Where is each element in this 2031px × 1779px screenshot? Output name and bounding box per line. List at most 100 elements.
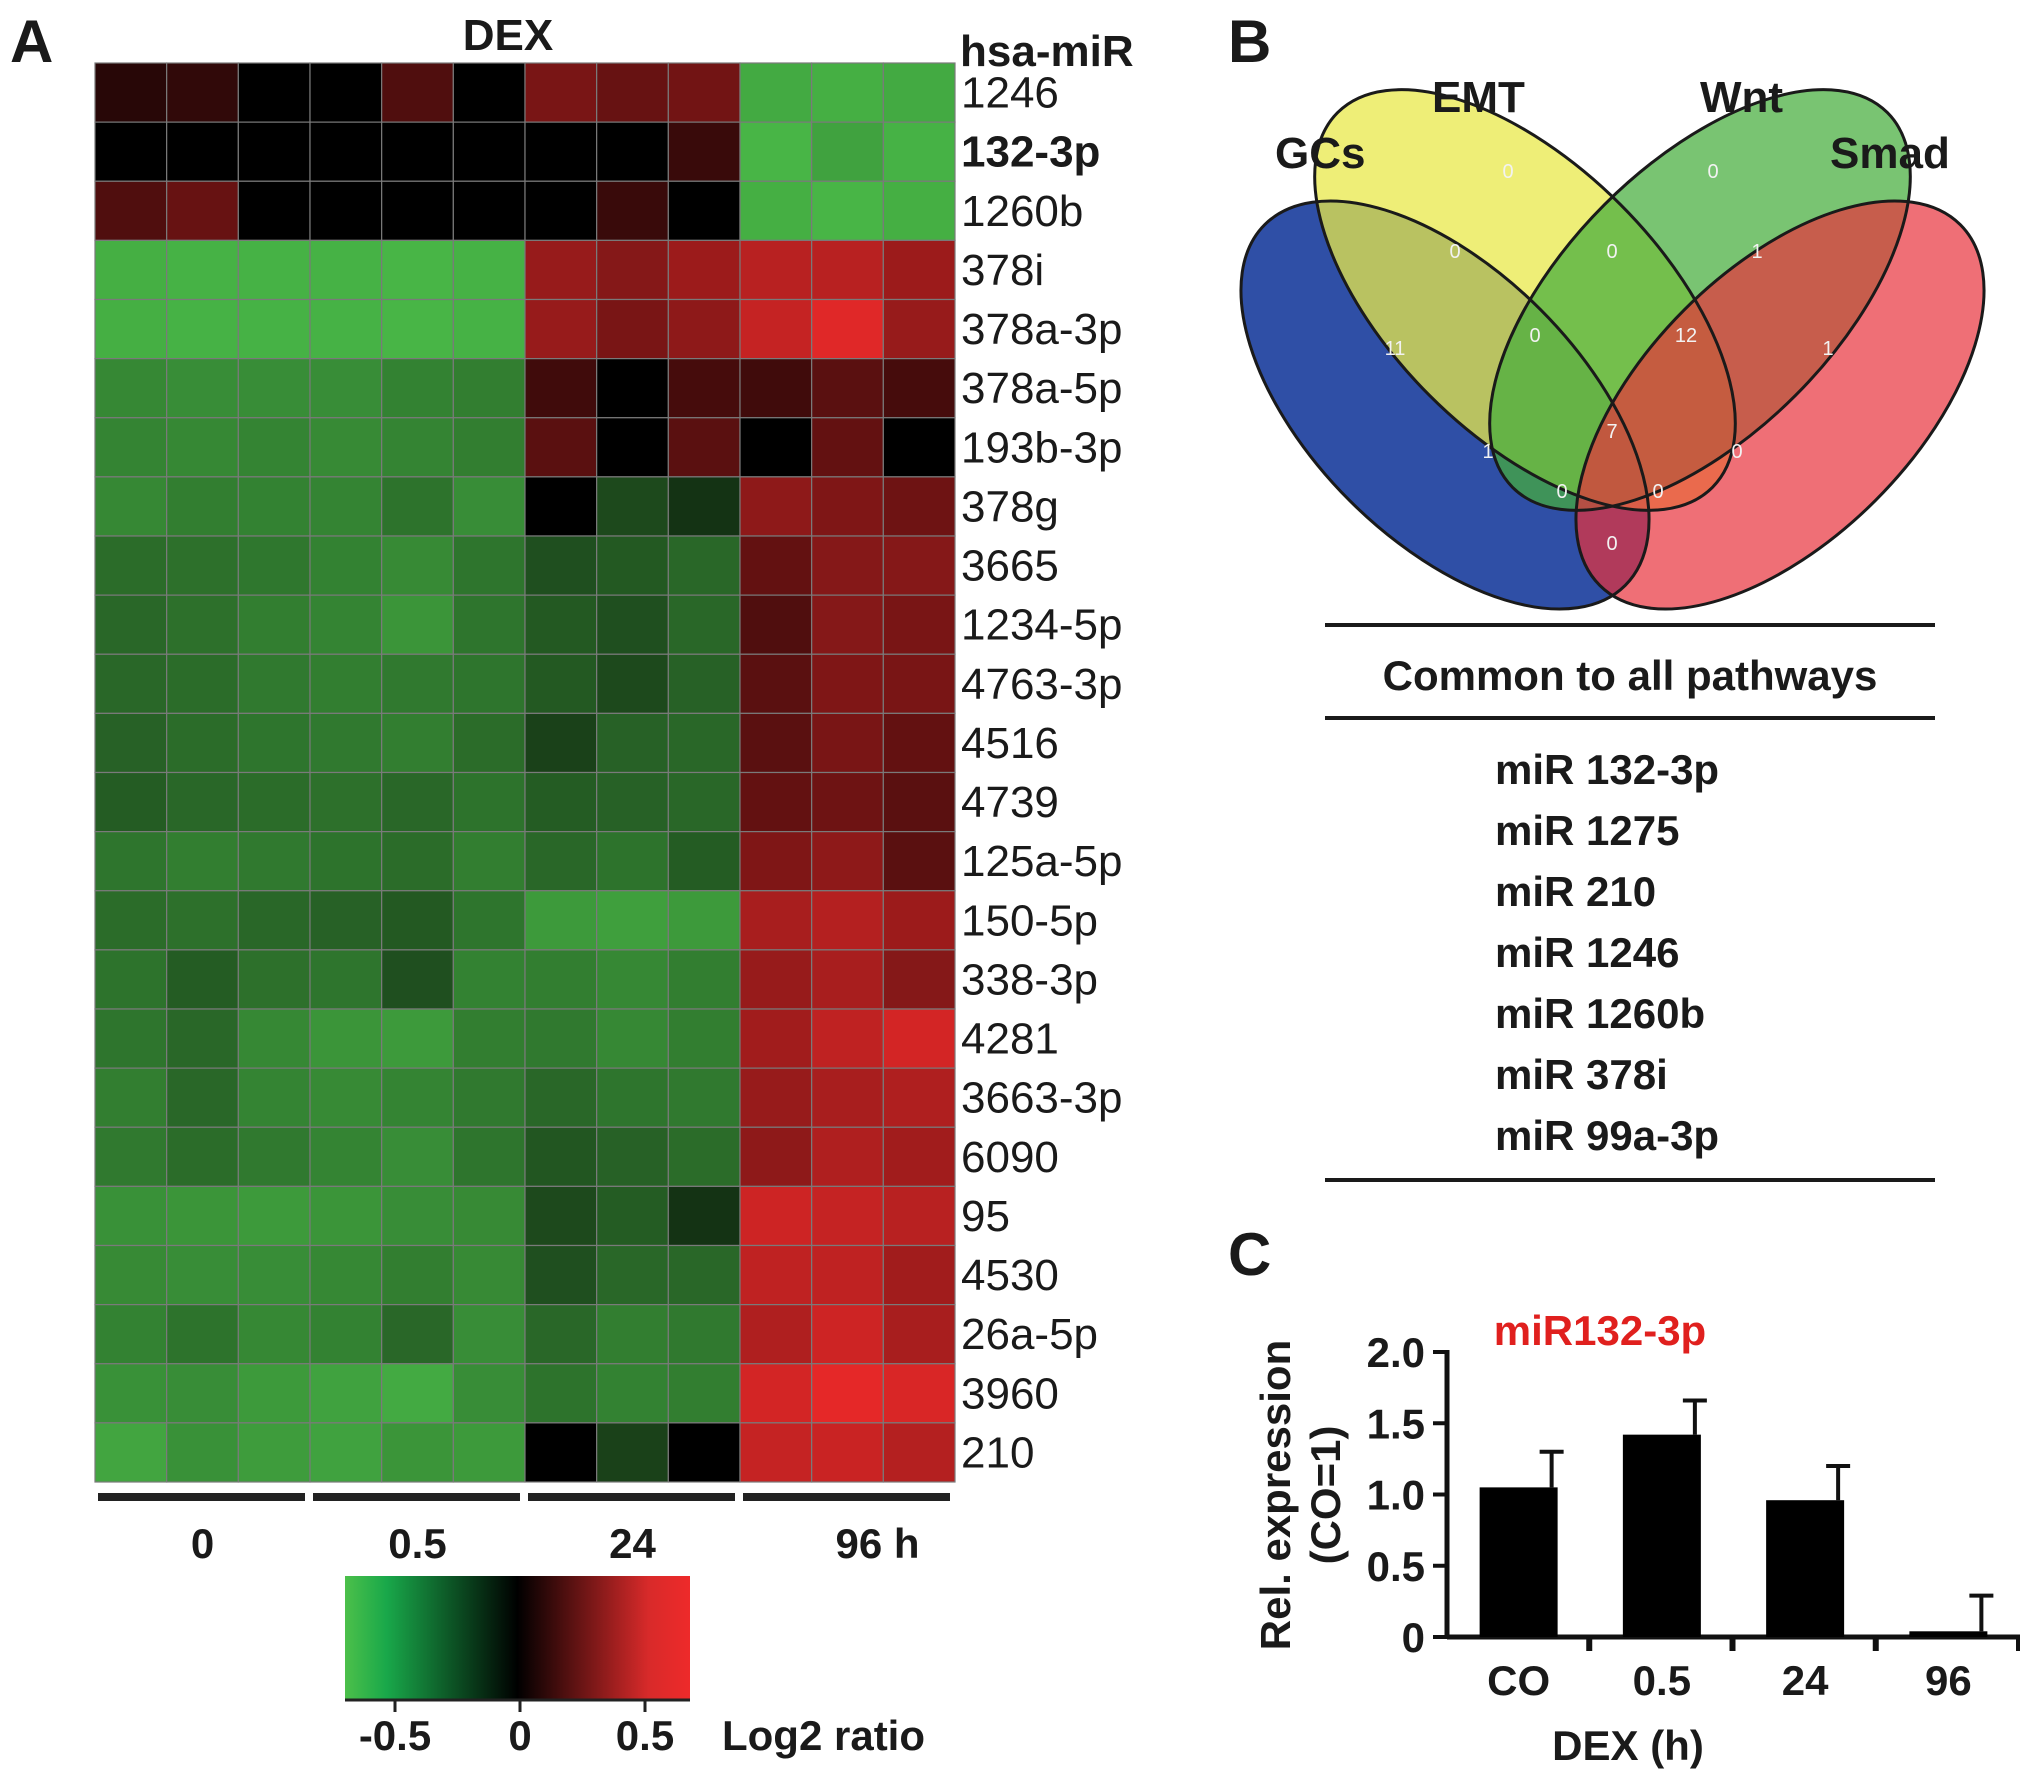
heatmap-cell xyxy=(882,1067,956,1128)
heatmap-cell xyxy=(237,476,311,537)
heatmap-cell xyxy=(739,771,813,833)
heatmap-cell xyxy=(739,1244,813,1306)
bar xyxy=(1909,1631,1988,1637)
heatmap-cell xyxy=(309,1126,383,1187)
heatmap-row-label: 3960 xyxy=(961,1369,1059,1418)
heatmap-cell xyxy=(94,771,168,833)
heatmap-cell xyxy=(882,1304,956,1365)
heatmap-cell xyxy=(309,1422,383,1483)
heatmap-cell xyxy=(94,1422,168,1483)
heatmap-cell xyxy=(667,653,741,714)
heatmap-cell xyxy=(237,1067,311,1128)
heatmap-cell xyxy=(596,358,669,419)
heatmap-cell xyxy=(882,1185,956,1247)
heatmap-cell xyxy=(237,653,311,714)
heatmap-cell xyxy=(381,594,454,655)
heatmap-cell xyxy=(452,594,526,655)
heatmap-cell xyxy=(381,476,454,537)
heatmap-cell xyxy=(166,358,239,419)
heatmap-cell xyxy=(811,594,884,655)
heatmap-cell xyxy=(309,890,383,951)
heatmap-cell xyxy=(524,1244,598,1306)
bar-chart-bars xyxy=(1479,1398,1994,1637)
heatmap-row-label: 4516 xyxy=(961,719,1059,768)
heatmap-cell xyxy=(667,358,741,419)
common-mirna-item: miR 1246 xyxy=(1495,929,1679,976)
heatmap-row-label: 95 xyxy=(961,1192,1010,1241)
heatmap-cell xyxy=(94,1244,168,1306)
heatmap-cell xyxy=(811,180,884,241)
common-mirna-item: miR 132-3p xyxy=(1495,746,1719,793)
heatmap-cell xyxy=(811,1067,884,1128)
panel-b-venn: B GCs EMT Wnt Smad 11 0 0 1 0 0 1 0 12 7… xyxy=(1228,8,1986,1182)
heatmap-cell xyxy=(237,180,311,241)
heatmap-cell xyxy=(237,239,311,301)
heatmap-cell xyxy=(166,1008,239,1069)
heatmap-cell xyxy=(596,239,669,301)
heatmap-row-label: 132-3p xyxy=(961,128,1100,177)
heatmap-cell xyxy=(166,1363,239,1424)
heatmap-cell xyxy=(309,62,383,123)
heatmap-cell xyxy=(381,771,454,833)
heatmap-cell xyxy=(596,1363,669,1424)
heatmap-cell xyxy=(381,417,454,478)
heatmap-cell xyxy=(309,712,383,774)
heatmap-cell xyxy=(739,358,813,419)
heatmap-cell xyxy=(166,62,239,123)
heatmap-cell xyxy=(811,298,884,360)
heatmap-cell xyxy=(381,1008,454,1069)
heatmap-cell xyxy=(309,358,383,419)
heatmap-cells xyxy=(94,62,956,1483)
heatmap-cell xyxy=(381,1185,454,1247)
heatmap-cell xyxy=(237,949,311,1010)
bar-y-tick-label: 0.5 xyxy=(1367,1543,1425,1590)
heatmap-cell xyxy=(166,1422,239,1483)
heatmap-cell xyxy=(381,121,454,182)
heatmap-cell xyxy=(667,1422,741,1483)
heatmap-cell xyxy=(524,476,598,537)
heatmap-cell xyxy=(452,653,526,714)
venn-count-emt-wnt: 0 xyxy=(1606,241,1617,263)
venn-count-emt-smad: 0 xyxy=(1731,441,1742,463)
heatmap-cell xyxy=(166,771,239,833)
bar-chart-title: miR132-3p xyxy=(1494,1307,1706,1354)
heatmap-cell xyxy=(596,476,669,537)
heatmap-cell xyxy=(94,417,168,478)
heatmap-row-label: 4763-3p xyxy=(961,660,1122,709)
heatmap-cell xyxy=(237,121,311,182)
heatmap-cell xyxy=(524,417,598,478)
heatmap-cell xyxy=(739,180,813,241)
heatmap-cell xyxy=(166,1244,239,1306)
heatmap-cell xyxy=(94,121,168,182)
heatmap-cell xyxy=(381,831,454,892)
heatmap-cell xyxy=(94,712,168,774)
heatmap-cell xyxy=(667,417,741,478)
venn-count-smad: 1 xyxy=(1822,338,1833,360)
heatmap-cell xyxy=(667,594,741,655)
heatmap-cell xyxy=(739,298,813,360)
heatmap-cell xyxy=(739,535,813,596)
heatmap-cell xyxy=(309,831,383,892)
heatmap-cell xyxy=(596,653,669,714)
heatmap-cell xyxy=(739,1126,813,1187)
heatmap-cell xyxy=(739,1185,813,1247)
heatmap-row-label: 4739 xyxy=(961,778,1059,827)
heatmap-cell xyxy=(237,1304,311,1365)
heatmap-cell xyxy=(452,1126,526,1187)
heatmap-cell xyxy=(94,1008,168,1069)
heatmap-cell xyxy=(739,121,813,182)
heatmap-cell xyxy=(309,535,383,596)
heatmap-cell xyxy=(596,831,669,892)
heatmap-cell xyxy=(94,594,168,655)
heatmap-cell xyxy=(309,653,383,714)
heatmap-cell xyxy=(739,890,813,951)
heatmap-cell xyxy=(166,594,239,655)
heatmap-cell xyxy=(739,417,813,478)
heatmap-cell xyxy=(452,1422,526,1483)
heatmap-cell xyxy=(524,121,598,182)
heatmap-cell xyxy=(811,949,884,1010)
heatmap-cell xyxy=(94,535,168,596)
heatmap-cell xyxy=(524,1422,598,1483)
heatmap-cell xyxy=(739,653,813,714)
heatmap-cell xyxy=(524,594,598,655)
